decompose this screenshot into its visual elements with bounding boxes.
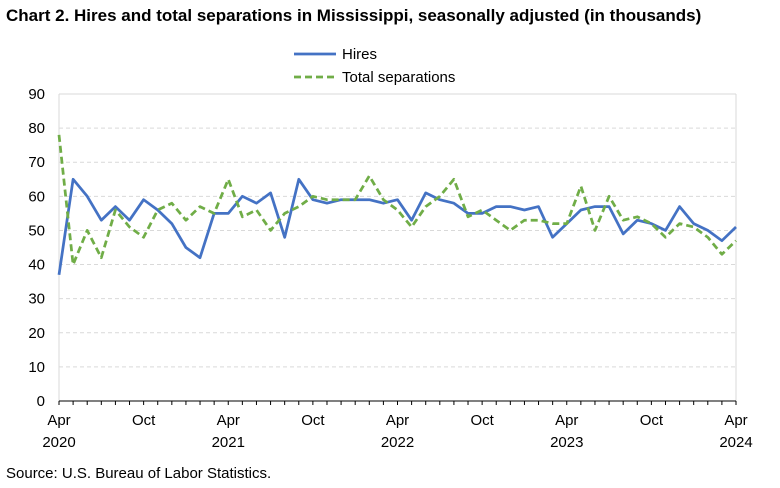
x-tick-year-label: 2021: [212, 434, 245, 451]
chart-title: Chart 2. Hires and total separations in …: [6, 6, 702, 25]
series-lines: [57, 134, 737, 276]
y-tick-label: 70: [28, 154, 45, 171]
hires-series-line: [57, 177, 737, 276]
x-tick-year-label: 2024: [719, 434, 752, 451]
y-tick-label: 30: [28, 291, 45, 308]
legend: Hires Total separations: [294, 46, 455, 86]
axes: [58, 93, 737, 405]
x-tick-label: Apr: [217, 412, 240, 429]
x-tick-label: Apr: [555, 412, 578, 429]
y-tick-label: 80: [28, 120, 45, 137]
x-tick-year-label: 2020: [42, 434, 75, 451]
y-tick-label: 90: [28, 86, 45, 103]
x-tick-label: Apr: [47, 412, 70, 429]
x-tick-year-label: 2023: [550, 434, 583, 451]
y-tick-label: 0: [37, 393, 45, 410]
x-tick-label: Oct: [470, 412, 494, 429]
y-tick-label: 50: [28, 222, 45, 239]
source-note: Source: U.S. Bureau of Labor Statistics.: [6, 465, 272, 482]
x-tick-year-label: 2022: [381, 434, 414, 451]
x-tick-label: Oct: [132, 412, 156, 429]
x-tick-label: Oct: [640, 412, 664, 429]
y-tick-label: 20: [28, 325, 45, 342]
x-axis-tick-labels: Apr 2020 Oct Apr 2021 Oct Apr 2022 Oct Apr 2023 Oct…: [42, 412, 752, 451]
x-tick-label: Oct: [301, 412, 325, 429]
x-tick-label: Apr: [724, 412, 747, 429]
legend-label-hires: Hires: [342, 46, 377, 63]
y-axis-tick-labels: 0 10 20 30 40 50 60 70 80 90: [28, 86, 45, 410]
x-tick-label: Apr: [386, 412, 409, 429]
line-chart: 0 10 20 30 40 50 60 70 80 90 Apr 2020 Oct Apr 2021 Oct…: [28, 46, 752, 451]
y-tick-label: 60: [28, 188, 45, 205]
y-tick-label: 40: [28, 257, 45, 274]
total-separations-series-line: [57, 134, 737, 266]
gridlines: [59, 93, 736, 368]
legend-label-total-separations: Total separations: [342, 69, 455, 86]
y-tick-label: 10: [28, 359, 45, 376]
